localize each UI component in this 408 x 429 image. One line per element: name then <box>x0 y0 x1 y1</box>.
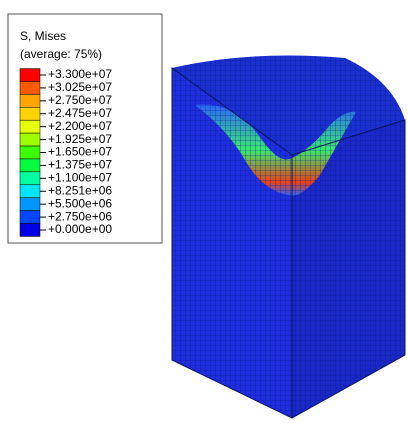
legend-label: +2.750e+07 <box>48 93 112 107</box>
legend-swatch <box>19 119 41 134</box>
legend-label: +5.500e+06 <box>48 196 112 210</box>
legend-swatch <box>19 184 41 198</box>
legend-title: S, Mises <box>20 29 66 43</box>
legend-label: +2.200e+07 <box>48 119 112 133</box>
legend-swatch <box>19 132 41 147</box>
legend-swatch <box>19 197 41 211</box>
legend-swatch <box>19 81 41 95</box>
legend-swatch <box>19 223 41 237</box>
legend-swatch <box>19 94 41 108</box>
legend-subtitle: (average: 75%) <box>20 47 102 61</box>
legend-label: +1.375e+07 <box>48 158 112 172</box>
legend-label: +3.300e+07 <box>48 67 112 81</box>
legend-label: +2.475e+07 <box>48 106 112 120</box>
edges <box>171 67 406 419</box>
legend-swatch <box>19 68 41 82</box>
legend-label: +0.000e+00 <box>48 222 112 236</box>
legend-swatch <box>19 210 41 224</box>
model <box>171 55 406 419</box>
legend-label: +2.750e+06 <box>48 209 112 223</box>
legend-label: +1.650e+07 <box>48 145 112 159</box>
legend: +3.300e+07+3.025e+07+2.750e+07+2.475e+07… <box>19 67 112 237</box>
legend-label: +8.251e+06 <box>48 183 112 197</box>
legend-swatch <box>19 158 41 173</box>
legend-label: +3.025e+07 <box>48 80 112 94</box>
mesh <box>172 55 405 419</box>
legend-swatch <box>19 107 41 121</box>
legend-label: +1.100e+07 <box>48 171 112 185</box>
legend-swatch <box>19 145 41 160</box>
legend-label: +1.925e+07 <box>48 132 112 146</box>
legend-swatch <box>19 171 41 186</box>
